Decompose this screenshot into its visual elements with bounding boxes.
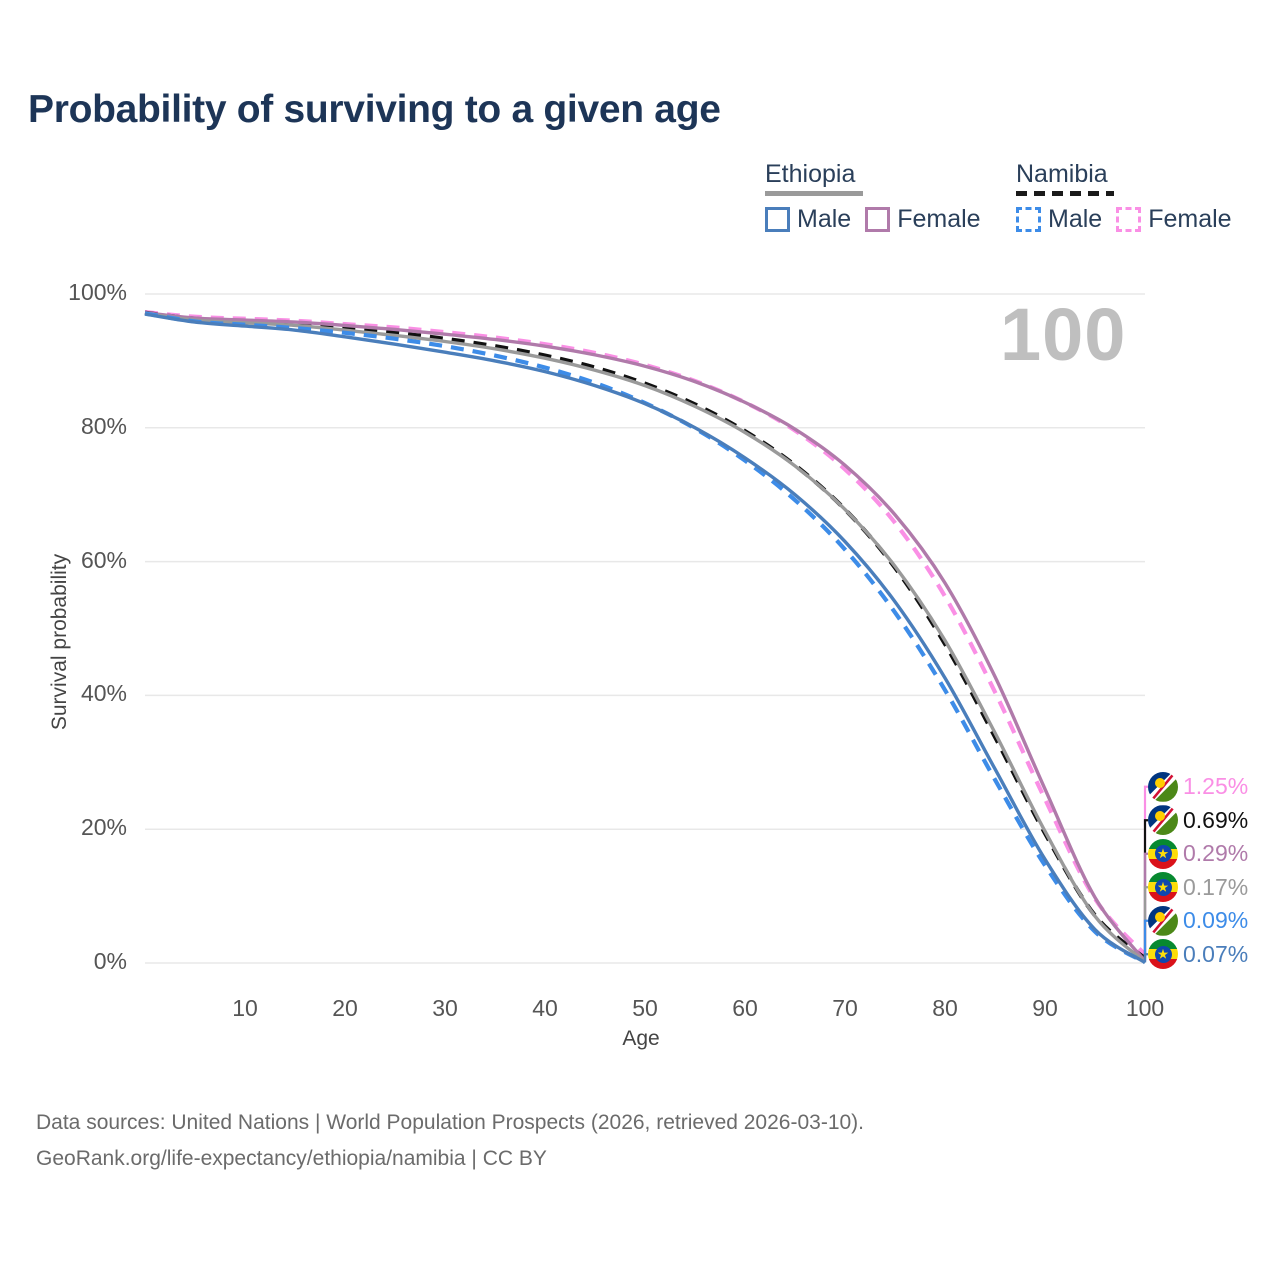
series-end-value: 0.09%	[1183, 907, 1249, 934]
x-tick-label: 30	[432, 995, 458, 1021]
ethiopia-flag-icon	[1148, 872, 1178, 903]
x-tick-label: 20	[332, 995, 358, 1021]
y-tick-label: 60%	[80, 546, 127, 573]
series-end-labels: 1.25% 0.69% 0.29% 0.17% 0.09% 0.07%	[1148, 770, 1280, 971]
x-tick-label: 40	[532, 995, 558, 1021]
series-end-label: 0.09%	[1148, 904, 1280, 938]
legend-item-namibia-female[interactable]: Female	[1116, 205, 1232, 234]
chart-legend: Ethiopia Male Female Namibia Male Female	[760, 160, 1260, 250]
y-tick-label: 80%	[80, 412, 127, 439]
y-tick-label: 20%	[80, 814, 127, 841]
footer-attribution: GeoRank.org/life-expectancy/ethiopia/nam…	[36, 1147, 547, 1170]
legend-country-label-namibia: Namibia	[1016, 160, 1108, 188]
y-tick-label: 40%	[80, 680, 127, 707]
series-line	[144, 311, 1147, 964]
legend-swatch-icon-ethiopia-male	[765, 207, 790, 232]
legend-swatch-icon-namibia-male	[1016, 207, 1041, 232]
legend-item-ethiopia-female[interactable]: Female	[865, 205, 981, 234]
series-end-label: 0.17%	[1148, 871, 1280, 905]
series-end-label: 0.07%	[1148, 938, 1280, 972]
legend-group-namibia: Namibia Male Female	[1016, 160, 1232, 234]
x-tick-label: 80	[932, 995, 958, 1021]
series-end-value: 0.17%	[1183, 873, 1249, 900]
x-tick-label: 100	[1125, 995, 1165, 1021]
namibia-flag-icon	[1148, 905, 1178, 936]
legend-label-ethiopia-female: Female	[897, 205, 981, 233]
namibia-flag-icon	[1148, 805, 1178, 836]
legend-swatch-icon-namibia-female	[1116, 207, 1142, 232]
legend-label-namibia-male: Male	[1048, 205, 1103, 233]
x-tick-label: 10	[232, 995, 258, 1021]
series-end-value: 0.07%	[1183, 940, 1249, 967]
series-end-value: 0.69%	[1183, 806, 1249, 833]
series-end-label: 0.29%	[1148, 837, 1280, 871]
series-end-value: 0.29%	[1183, 840, 1249, 867]
namibia-flag-icon	[1148, 771, 1178, 802]
x-tick-label: 70	[832, 995, 858, 1021]
x-tick-label: 60	[732, 995, 758, 1021]
series-line	[144, 311, 1147, 963]
legend-label-namibia-female: Female	[1148, 205, 1232, 233]
legend-swatch-icon-ethiopia-female	[865, 207, 891, 232]
legend-rule-namibia	[1016, 191, 1114, 196]
y-axis-title: Survival probability	[48, 553, 71, 731]
legend-country-label-ethiopia: Ethiopia	[765, 160, 856, 188]
series-end-label: 0.69%	[1148, 804, 1280, 838]
watermark-label: 100	[1000, 293, 1127, 376]
x-axis-title: Age	[622, 1027, 660, 1050]
page-title: Probability of surviving to a given age	[28, 88, 721, 131]
series-line	[144, 312, 1146, 964]
footer: Data sources: United Nations | World Pop…	[36, 1105, 864, 1177]
y-tick-label: 0%	[93, 948, 127, 974]
y-tick-label: 100%	[68, 279, 127, 305]
legend-item-ethiopia-male[interactable]: Male	[765, 205, 851, 234]
gridlines	[145, 293, 1145, 964]
legend-label-ethiopia-male: Male	[797, 205, 852, 233]
ethiopia-flag-icon	[1148, 939, 1178, 970]
ethiopia-flag-icon	[1148, 838, 1178, 869]
footer-data-sources: Data sources: United Nations | World Pop…	[36, 1111, 865, 1134]
legend-group-ethiopia: Ethiopia Male Female	[765, 160, 981, 234]
x-tick-label: 50	[632, 995, 658, 1021]
series-end-value: 1.25%	[1183, 773, 1249, 800]
series-line	[144, 309, 1147, 957]
legend-item-namibia-male[interactable]: Male	[1016, 205, 1102, 234]
series-end-label: 1.25%	[1148, 770, 1280, 804]
series-line	[144, 311, 1147, 965]
x-tick-label: 90	[1032, 995, 1058, 1021]
legend-rule-ethiopia	[765, 191, 863, 196]
series-lines	[144, 309, 1147, 965]
series-line	[144, 310, 1147, 961]
